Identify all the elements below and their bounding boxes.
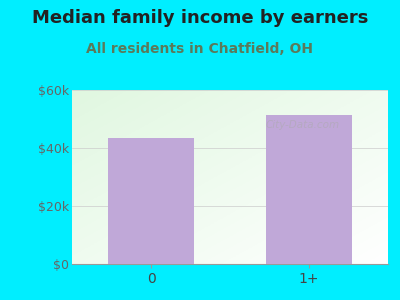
Text: All residents in Chatfield, OH: All residents in Chatfield, OH xyxy=(86,42,314,56)
Text: Median family income by earners: Median family income by earners xyxy=(32,9,368,27)
Bar xyxy=(266,115,352,264)
Bar xyxy=(108,138,194,264)
Text: City-Data.com: City-Data.com xyxy=(266,120,340,130)
